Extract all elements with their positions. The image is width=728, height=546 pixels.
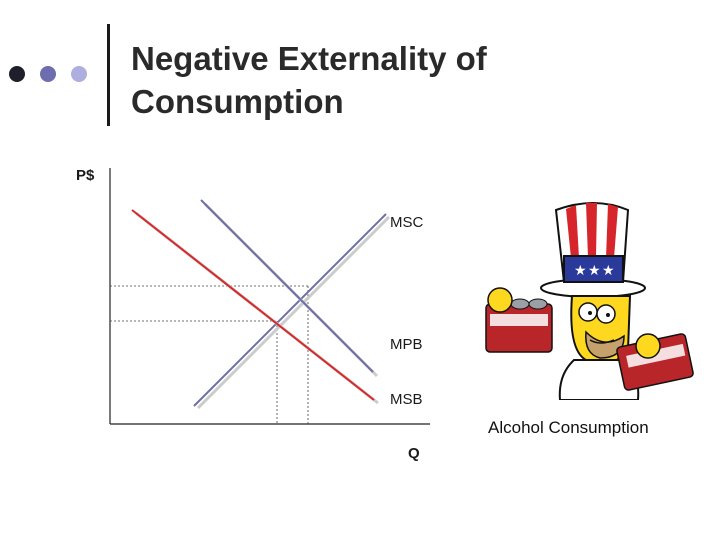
pack-label [490,314,548,326]
pupil [606,313,610,317]
externality-diagram: P$ Q MSC MPB MSB [76,167,430,462]
title-line-1: Negative Externality of [131,40,487,77]
mpb-curve [200,199,374,373]
slide-title: Negative Externality of Consumption [131,37,487,123]
decorative-dots [9,66,87,82]
hat-stripe [606,204,618,258]
star-icon: ★ [588,263,601,279]
msc-curve-shadow [196,215,391,410]
hand-left [487,287,513,313]
title-line-2: Consumption [131,83,344,120]
msc-curve [193,213,387,407]
msb-curve [131,209,375,401]
eye-left [578,302,598,322]
msb-label: MSB [390,391,423,408]
hand-right [635,333,661,359]
dot-dark [9,66,25,82]
dot-light [71,66,87,82]
mouth [589,339,615,344]
hat-stripe [586,203,597,258]
eye-right [596,304,616,324]
x-axis-label: Q [408,445,420,462]
pupil [588,311,592,315]
star-icon: ★ [602,263,615,279]
y-axis-label: P$ [76,167,95,184]
homer-cartoon: ★ ★ ★ [485,202,694,400]
can-top [528,298,548,310]
title-divider [107,24,110,126]
can-top [510,298,530,310]
illustration-caption: Alcohol Consumption [488,418,649,437]
hat-stripe [566,205,579,258]
mpb-label: MPB [390,336,423,353]
dot-mid [40,66,56,82]
star-icon: ★ [574,263,587,279]
hat-band [563,255,624,283]
msc-label: MSC [390,214,424,231]
